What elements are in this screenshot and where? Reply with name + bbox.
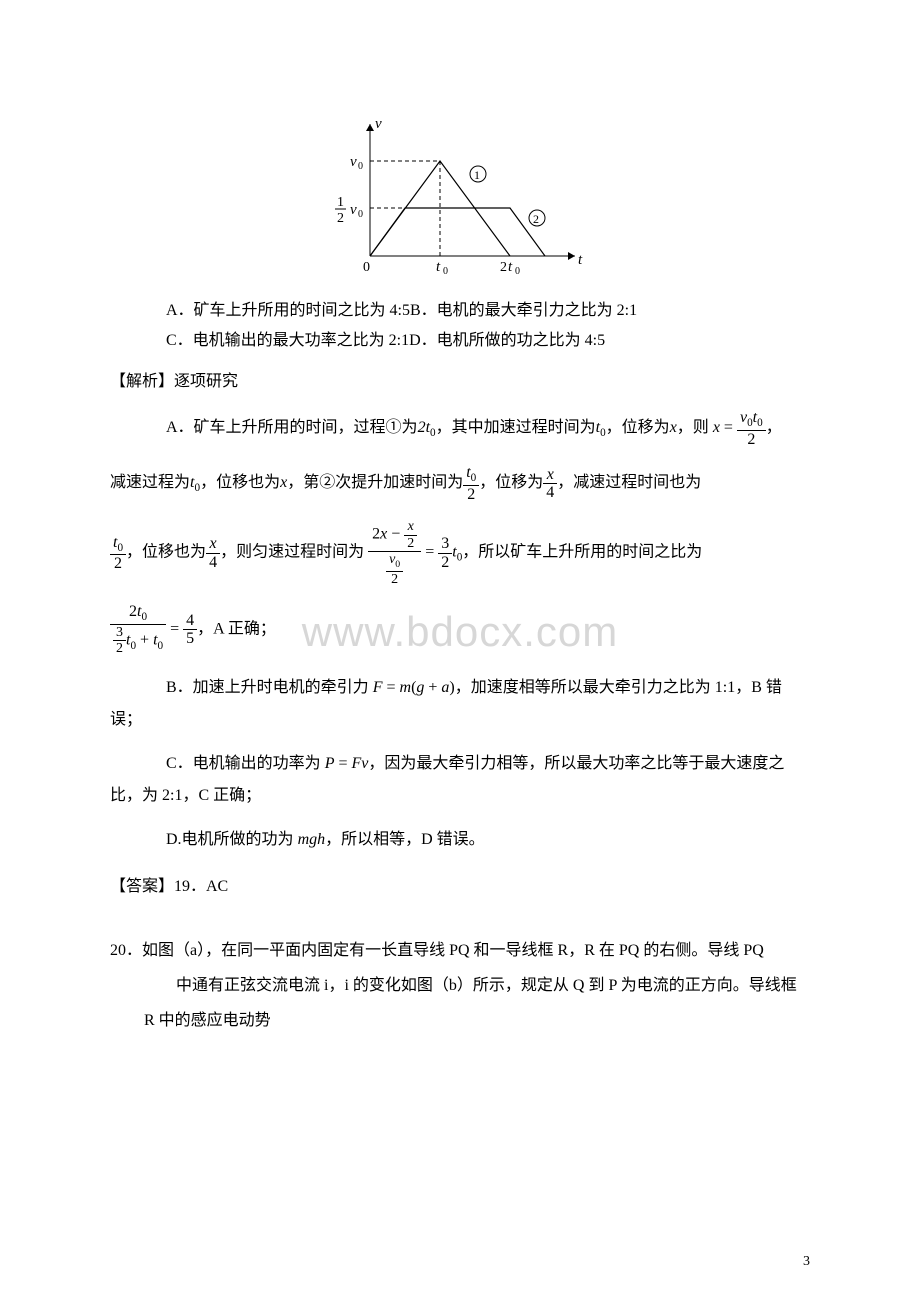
text: ，则 xyxy=(677,419,713,436)
svg-text:0: 0 xyxy=(515,266,520,276)
answer-heading: 【答案】19．AC xyxy=(110,872,810,902)
svg-text:2: 2 xyxy=(533,212,539,226)
svg-text:0: 0 xyxy=(358,209,363,220)
analysis-option-c: C．电机输出的功率为 P = Fv，因为最大牵引力相等，所以最大功率之比等于最大… xyxy=(110,748,810,812)
svg-text:2: 2 xyxy=(337,211,344,226)
svg-text:0: 0 xyxy=(363,260,370,275)
svg-text:2: 2 xyxy=(500,260,507,275)
option-line-2: C．电机输出的最大功率之比为 2:1D．电机所做的功之比为 4:5 xyxy=(166,326,810,356)
analysis-body-1: 减速过程为t0，位移也为x，第②次提升加速时间为t02，位移为x4，减速过程时间… xyxy=(110,464,810,503)
text: ，位移也为 xyxy=(126,544,206,561)
analysis-option-a: A．矿车上升所用的时间，过程①为2t0，其中加速过程时间为t0，位移为x，则 x… xyxy=(110,409,810,448)
text: A．矿车上升所用的时间，过程①为 xyxy=(166,419,418,436)
answer-options: A．矿车上升所用的时间之比为 4:5B．电机的最大牵引力之比为 2:1 C．电机… xyxy=(110,296,810,357)
analysis-option-d: D.电机所做的功为 mgh，所以相等，D 错误。 xyxy=(110,824,810,856)
page-number: 3 xyxy=(803,1254,810,1270)
analysis-body-2: t02，位移也为x4，则匀速过程时间为 2x − x2v02 = 32t0，所以… xyxy=(110,519,810,587)
text: ，位移也为 xyxy=(200,474,280,491)
text: ，则匀速过程时间为 xyxy=(220,544,364,561)
text: ，第②次提升加速时间为 xyxy=(287,474,463,491)
svg-text:0: 0 xyxy=(358,161,363,172)
text: ， xyxy=(766,419,782,436)
text: ，位移为 xyxy=(606,419,670,436)
svg-text:v: v xyxy=(350,154,357,170)
analysis-option-b: B．加速上升时电机的牵引力 F = m(g + a)，加速度相等所以最大牵引力之… xyxy=(110,672,810,736)
text: ，位移为 xyxy=(479,474,543,491)
svg-text:t: t xyxy=(578,252,583,268)
svg-text:t: t xyxy=(508,259,513,275)
text: ，其中加速过程时间为 xyxy=(436,419,596,436)
analysis-heading: 【解析】逐项研究 xyxy=(110,367,810,397)
svg-text:1: 1 xyxy=(474,168,480,182)
svg-text:t: t xyxy=(436,259,441,275)
text: ，所以矿车上升所用的时间之比为 xyxy=(462,544,702,561)
text: 减速过程为 xyxy=(110,474,190,491)
svg-text:0: 0 xyxy=(443,266,448,276)
svg-text:1: 1 xyxy=(337,195,344,210)
text: ，减速过程时间也为 xyxy=(557,474,701,491)
velocity-time-graph: v v 0 1 2 v 0 0 t 0 2 t 0 t 1 2 xyxy=(110,116,810,276)
svg-text:v: v xyxy=(375,116,382,132)
question-20: 20．如图（a），在同一平面内固定有一长直导线 PQ 和一导线框 R，R 在 P… xyxy=(110,933,810,1039)
text: ，A 正确； xyxy=(197,620,276,637)
analysis-body-3: 2t0 32t0 + t0 = 45，A 正确； xyxy=(110,603,810,656)
option-line-1: A．矿车上升所用的时间之比为 4:5B．电机的最大牵引力之比为 2:1 xyxy=(166,296,810,326)
svg-text:v: v xyxy=(350,202,357,218)
